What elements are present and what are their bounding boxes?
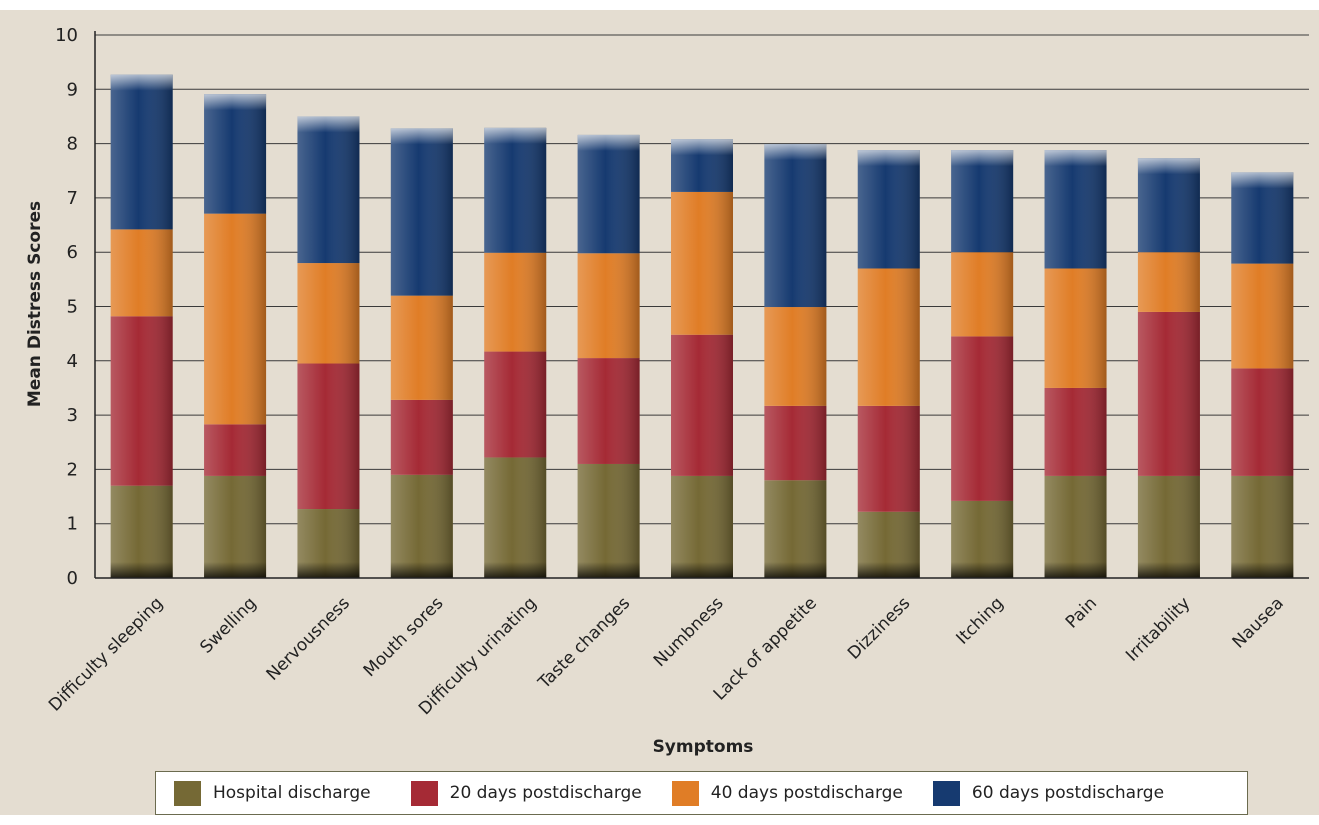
- bar-top-highlight: [1044, 150, 1107, 167]
- bar-shading: [764, 144, 827, 578]
- bar-base-shadow: [297, 562, 360, 578]
- bar-base-shadow: [671, 562, 733, 578]
- bar-top-highlight: [204, 94, 267, 111]
- bar-shading: [857, 150, 920, 578]
- x-axis-title: Symptoms: [653, 737, 754, 757]
- chart-panel: 0 1 2 3 4 5 6 7 8 9 10 Difficulty sleeping Swelling…: [0, 10, 1319, 815]
- y-tick-label: 1: [67, 514, 78, 535]
- bar-stack: [110, 74, 173, 578]
- y-tick-label: 4: [67, 351, 78, 372]
- bar-stack: [857, 150, 920, 578]
- bar-base-shadow: [1044, 562, 1107, 578]
- bar-base-shadow: [951, 562, 1014, 578]
- bar-base-shadow: [857, 562, 920, 578]
- x-category-label: Pain: [1062, 593, 1101, 632]
- bar-base-shadow: [764, 562, 827, 578]
- bar-base-shadow: [484, 562, 547, 578]
- bar-stack: [484, 127, 547, 578]
- x-category-label: Swelling: [196, 593, 260, 657]
- bar-base-shadow: [577, 562, 640, 578]
- bar-stack: [390, 128, 453, 578]
- bar-shading: [671, 139, 733, 579]
- y-tick-label: 3: [67, 405, 78, 426]
- legend-swatch: [671, 780, 699, 806]
- x-category-label: Itching: [952, 593, 1007, 648]
- bar-stack: [671, 139, 733, 579]
- bar-shading: [297, 116, 360, 578]
- bar-top-highlight: [577, 134, 640, 151]
- x-category-labels: Difficulty sleeping Swelling Nervousness Mo…: [45, 593, 1288, 719]
- x-category-label: Irritability: [1122, 593, 1194, 665]
- bar-base-shadow: [1137, 562, 1200, 578]
- bar-stack: [951, 150, 1014, 578]
- bar-base-shadow: [390, 562, 453, 578]
- y-tick-label: 5: [67, 297, 78, 318]
- legend: Hospital discharge 20 days postdischarge 4…: [155, 771, 1248, 815]
- legend-label: Hospital discharge: [213, 783, 371, 803]
- bar-stack: [297, 116, 360, 578]
- axes: [94, 31, 1309, 579]
- legend-swatch: [410, 780, 438, 806]
- bar-top-highlight: [390, 128, 453, 145]
- x-category-label: Nervousness: [263, 593, 354, 684]
- bar-shading: [1137, 158, 1200, 579]
- legend-label: 40 days postdischarge: [710, 783, 903, 803]
- y-tick-label: 10: [55, 25, 78, 46]
- bar-shading: [951, 150, 1014, 578]
- bar-shading: [484, 127, 547, 578]
- bar-stack: [1137, 158, 1200, 579]
- bar-stack: [764, 144, 827, 578]
- bar-base-shadow: [204, 562, 267, 578]
- bar-shading: [204, 94, 267, 578]
- bar-stack: [1044, 150, 1107, 578]
- bar-shading: [390, 128, 453, 578]
- bar-base-shadow: [1231, 562, 1294, 578]
- bar-top-highlight: [764, 144, 827, 161]
- bar-top-highlight: [1137, 158, 1200, 175]
- legend-label: 20 days postdischarge: [449, 783, 642, 803]
- bar-stack: [204, 94, 267, 578]
- x-category-label: Dizziness: [844, 593, 914, 663]
- bar-shading: [577, 134, 640, 579]
- bar-top-highlight: [1231, 172, 1294, 189]
- y-tick-label: 6: [67, 242, 78, 263]
- x-category-label: Numbness: [650, 593, 728, 671]
- bar-top-highlight: [484, 127, 547, 144]
- y-tick-label: 8: [67, 134, 78, 155]
- legend-label: 60 days postdischarge: [971, 783, 1165, 803]
- y-tick-label: 2: [67, 459, 78, 480]
- legend-item: Hospital discharge: [174, 780, 371, 806]
- bar-shading: [110, 74, 173, 578]
- bar-shading: [1231, 172, 1294, 578]
- bar-top-highlight: [671, 139, 733, 156]
- legend-item: 40 days postdischarge: [671, 780, 903, 806]
- bars: [110, 74, 1294, 579]
- bar-shading: [1044, 150, 1107, 578]
- y-tick-label: 7: [67, 188, 78, 209]
- x-category-label: Mouth sores: [360, 593, 448, 681]
- bar-stack: [1231, 172, 1294, 578]
- x-category-label: Taste changes: [534, 593, 634, 693]
- bar-top-highlight: [951, 150, 1014, 167]
- legend-swatch: [174, 780, 201, 806]
- x-category-label: Lack of appetite: [710, 593, 821, 704]
- y-tick-label: 0: [67, 568, 78, 589]
- legend-item: 60 days postdischarge: [932, 780, 1165, 806]
- x-category-label: Nausea: [1229, 593, 1288, 652]
- legend-item: 20 days postdischarge: [410, 780, 642, 806]
- bar-top-highlight: [297, 116, 360, 133]
- bar-top-highlight: [110, 74, 173, 91]
- stacked-bar-chart: 0 1 2 3 4 5 6 7 8 9 10 Difficulty sleeping Swelling…: [25, 25, 1309, 757]
- x-category-label: Difficulty sleeping: [45, 593, 167, 715]
- y-axis-title: Mean Distress Scores: [25, 201, 45, 407]
- legend-swatch: [932, 780, 960, 806]
- y-tick-labels: 0 1 2 3 4 5 6 7 8 9 10: [55, 25, 78, 589]
- y-tick-label: 9: [67, 79, 78, 100]
- bar-top-highlight: [857, 150, 920, 167]
- bar-base-shadow: [110, 562, 173, 578]
- bar-stack: [577, 134, 640, 579]
